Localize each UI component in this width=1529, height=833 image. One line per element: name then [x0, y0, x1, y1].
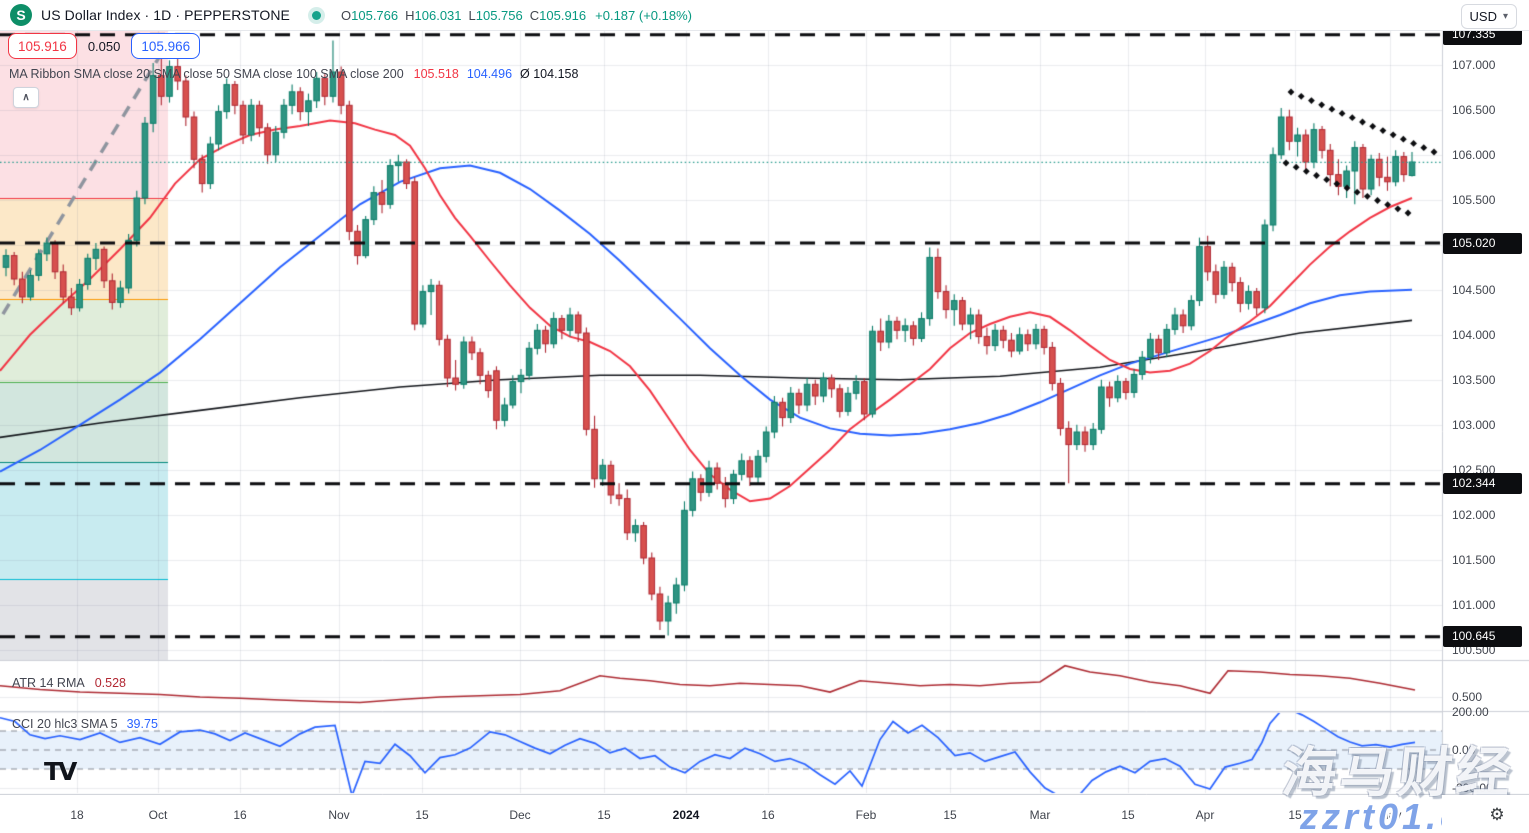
- chevron-up-icon: ∧: [22, 92, 30, 103]
- close-value: 105.916: [539, 7, 587, 23]
- time-tick: Feb: [855, 808, 877, 822]
- market-status-icon[interactable]: [312, 10, 321, 20]
- collapse-panel-button[interactable]: ∧: [13, 87, 39, 108]
- time-tick: 15: [943, 808, 957, 822]
- time-tick: 15: [415, 808, 429, 822]
- price-tick: 106.000: [1452, 147, 1496, 162]
- price-tick: 101.500: [1452, 552, 1496, 567]
- high-label: H: [405, 7, 415, 23]
- low-value: 105.756: [475, 7, 523, 23]
- price-level-high-badge[interactable]: 105.966: [131, 33, 201, 59]
- cci-label: CCI 20 hlc3 SMA 5: [12, 717, 118, 731]
- time-tick: 16: [233, 808, 247, 822]
- atr-label: ATR 14 RMA: [12, 676, 85, 690]
- open-label: O: [341, 7, 352, 23]
- price-tick: 103.500: [1452, 372, 1496, 387]
- price-level-low-badge[interactable]: 105.916: [8, 33, 77, 59]
- time-tick: May: [1378, 808, 1402, 822]
- time-tick: 18: [70, 808, 84, 822]
- price-range-labels: 105.916 0.050 105.966: [8, 33, 201, 59]
- price-tick: 102.000: [1452, 507, 1496, 522]
- ohlc-readout: O105.766 H106.031 L105.756 C105.916 +0.187 (…: [341, 8, 692, 23]
- time-axis[interactable]: 18 Oct 16 Nov 15 Dec 15 2024 16 Feb 15 Mar 15 Apr 15 Ma…: [0, 795, 1442, 833]
- tradingview-logo-icon[interactable]: TV: [44, 757, 77, 786]
- price-tick: 102.500: [1452, 462, 1496, 477]
- cci-tick: 200.00: [1452, 705, 1489, 719]
- symbol-logo-icon[interactable]: S: [10, 4, 32, 26]
- currency-dropdown[interactable]: USD ▾: [1460, 4, 1517, 29]
- time-tick: 15: [1288, 808, 1302, 822]
- symbol-title[interactable]: US Dollar Index · 1D · PEPPERSTONE: [41, 7, 290, 23]
- atr-legend[interactable]: ATR 14 RMA 0.528: [12, 676, 126, 690]
- sma50-value: 104.496: [466, 67, 513, 81]
- price-level-badge: 105.020: [1443, 232, 1522, 254]
- time-tick: Apr: [1195, 808, 1215, 822]
- cci-value: 39.75: [126, 717, 158, 731]
- time-tick: Dec: [509, 808, 531, 822]
- change-value: +0.187 (+0.18%): [595, 7, 692, 23]
- price-tick: 103.000: [1452, 417, 1496, 432]
- chart-header: S US Dollar Index · 1D · PEPPERSTONE O10…: [0, 0, 1529, 31]
- price-tick: 104.000: [1452, 327, 1496, 342]
- close-label: C: [529, 7, 540, 23]
- time-tick: 16: [761, 808, 775, 822]
- cci-tick: 0.00: [1452, 743, 1476, 757]
- open-value: 105.766: [351, 7, 399, 23]
- price-level-badge: 100.645: [1443, 626, 1522, 648]
- high-value: 106.031: [414, 7, 462, 23]
- chevron-down-icon: ▾: [1502, 11, 1508, 22]
- atr-value: 0.528: [94, 676, 126, 690]
- time-tick: 15: [597, 808, 611, 822]
- ma-ribbon-label: MA Ribbon SMA close 20 SMA close 50 SMA …: [9, 67, 404, 81]
- price-tick: 106.500: [1452, 102, 1496, 117]
- price-tick: 101.000: [1452, 597, 1496, 612]
- time-tick: 2024: [672, 808, 700, 822]
- price-range-diff: 0.050: [87, 38, 121, 54]
- sma20-value: 105.518: [413, 67, 459, 81]
- sma-average-value: Ø 104.158: [520, 67, 579, 81]
- price-tick: 104.500: [1452, 282, 1496, 297]
- cci-legend[interactable]: CCI 20 hlc3 SMA 5 39.75: [12, 717, 158, 731]
- price-axis[interactable]: 107.000 106.500 106.000 105.500 104.500 104.0…: [1442, 24, 1529, 795]
- price-level-badge: 102.344: [1443, 473, 1522, 495]
- axis-corner: ⚙: [1442, 795, 1529, 833]
- time-tick: Mar: [1029, 808, 1051, 822]
- time-tick: Oct: [148, 808, 168, 822]
- low-label: L: [468, 7, 476, 23]
- price-tick: 105.500: [1452, 192, 1496, 207]
- time-tick: 15: [1121, 808, 1135, 822]
- time-tick: Nov: [328, 808, 350, 822]
- ma-ribbon-legend[interactable]: MA Ribbon SMA close 20 SMA close 50 SMA …: [9, 67, 578, 81]
- currency-label: USD: [1469, 9, 1497, 24]
- cci-tick: -200.00: [1452, 781, 1493, 795]
- price-tick: 107.000: [1452, 57, 1496, 72]
- atr-tick: 0.500: [1452, 690, 1483, 704]
- gear-icon[interactable]: ⚙: [1486, 804, 1508, 826]
